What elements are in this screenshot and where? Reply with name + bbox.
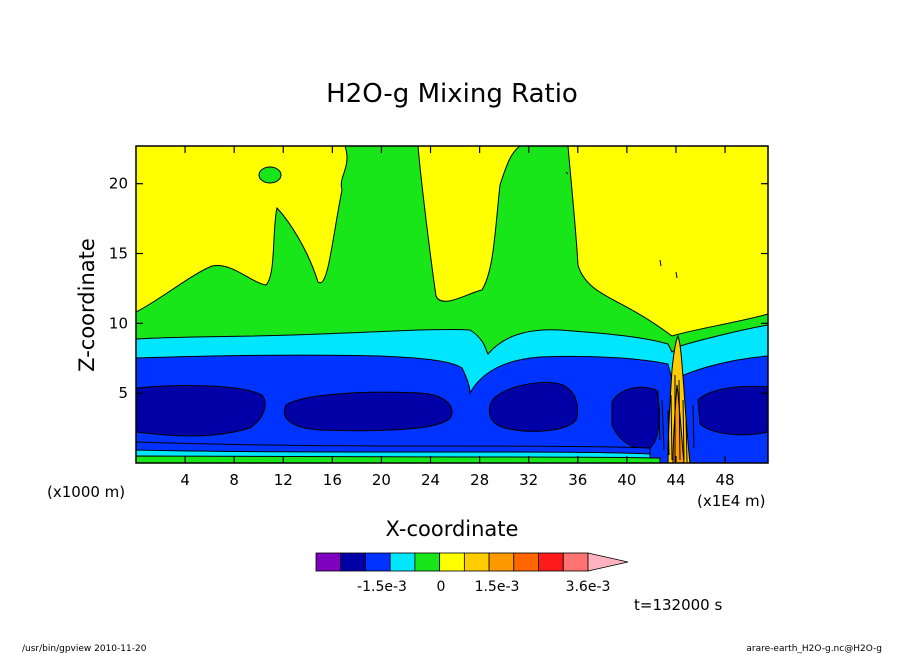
- x-tick-label: 36: [568, 471, 587, 489]
- x-axis-label: X-coordinate: [386, 517, 519, 541]
- green-island: [258, 166, 282, 184]
- x-tick-label: 44: [666, 471, 685, 489]
- y-tick-label: 15: [109, 245, 128, 263]
- footer-left: /usr/bin/gpview 2010-11-20: [22, 644, 147, 654]
- colorbar-segment: [513, 552, 539, 572]
- colorbar-segment: [463, 552, 490, 572]
- colorbar-segment: [439, 552, 465, 572]
- colorbar-extend-triangle: [587, 552, 629, 572]
- colorbar-label: 0: [437, 579, 446, 595]
- disturbance-streaks: [657, 375, 695, 463]
- colorbar-segment: [365, 552, 391, 572]
- y-tick-label: 10: [109, 314, 128, 332]
- y-tick-label: 20: [109, 175, 128, 193]
- darkblue-core-1: [136, 385, 266, 437]
- y-axis-ticks: 5 10 15 20: [109, 175, 768, 402]
- bottom-green-band: [136, 455, 661, 463]
- x-unit-right: (x1E4 m): [697, 492, 766, 510]
- x-tick-label: 48: [716, 471, 735, 489]
- plot-area: [136, 146, 768, 463]
- y-tick-label: 5: [118, 384, 128, 402]
- y-axis-label: Z-coordinate: [75, 238, 99, 372]
- x-tick-label: 24: [421, 471, 440, 489]
- x-tick-label: 8: [229, 471, 239, 489]
- colorbar: [315, 552, 629, 572]
- colorbar-label: 1.5e-3: [475, 579, 520, 595]
- darkblue-core-4: [611, 386, 660, 450]
- x-tick-label: 40: [617, 471, 636, 489]
- darkblue-core-5: [697, 385, 768, 436]
- colorbar-label: 3.6e-3: [566, 579, 611, 595]
- x-unit-left: (x1000 m): [47, 483, 125, 501]
- colorbar-segment: [340, 552, 366, 572]
- colorbar-labels: -1.5e-3 0 1.5e-3 3.6e-3: [357, 579, 610, 595]
- darkblue-core-3: [488, 381, 579, 432]
- x-tick-label: 16: [323, 471, 342, 489]
- colorbar-label: -1.5e-3: [357, 579, 407, 595]
- x-axis-ticks: 4 8 12 16 20 24 28 32 36 40 44 48: [180, 146, 735, 489]
- time-label: t=132000 s: [634, 596, 722, 614]
- colorbar-segment: [389, 552, 416, 572]
- colorbar-segment: [488, 552, 515, 572]
- x-tick-label: 28: [470, 471, 489, 489]
- chart-title: H2O-g Mixing Ratio: [326, 79, 578, 109]
- x-tick-label: 20: [372, 471, 391, 489]
- colorbar-segment: [414, 552, 441, 572]
- colorbar-segment: [538, 552, 564, 572]
- small-contour-marks: [565, 171, 678, 279]
- colorbar-segment: [562, 552, 589, 572]
- colorbar-segment: [315, 552, 342, 572]
- darkblue-core-2: [284, 391, 453, 432]
- plot-frame: [135, 145, 769, 464]
- disturbance-core: [672, 384, 685, 463]
- x-tick-label: 12: [274, 471, 293, 489]
- x-tick-label: 4: [180, 471, 190, 489]
- x-tick-label: 32: [519, 471, 538, 489]
- footer-right: arare-earth_H2O-g.nc@H2O-g: [746, 644, 882, 654]
